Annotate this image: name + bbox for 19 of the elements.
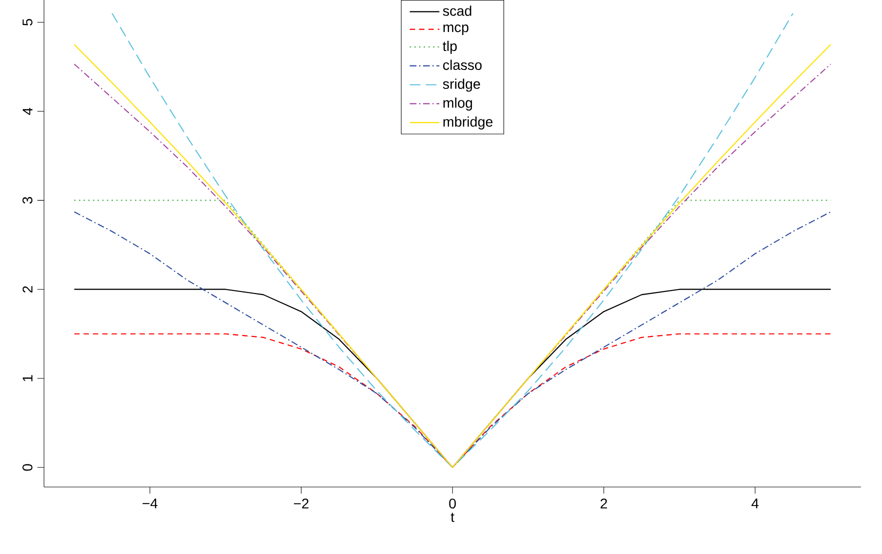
legend-label: tlp: [442, 40, 457, 54]
y-tick-label: 4: [22, 108, 32, 115]
y-tick-label: 2: [22, 286, 32, 293]
x-tick-label: −2: [294, 498, 308, 508]
legend-label: mlog: [443, 98, 472, 111]
legend-label: classo: [443, 60, 482, 70]
x-tick-label: 2: [600, 498, 607, 508]
y-tick-label: 1: [22, 375, 32, 382]
legend-label: scad: [442, 6, 472, 16]
legend-label: mcp: [443, 24, 468, 35]
legend-label: mbridge: [443, 116, 492, 130]
y-tick-label: 3: [22, 197, 32, 204]
y-tick-label: 0: [22, 464, 32, 471]
legend-label: sridge: [442, 78, 480, 92]
x-axis-title: t: [450, 512, 454, 522]
x-tick-label: 0: [449, 498, 456, 509]
x-tick-label: 4: [752, 498, 759, 508]
x-tick-label: −4: [142, 498, 158, 508]
y-tick-label: 5: [22, 18, 32, 26]
